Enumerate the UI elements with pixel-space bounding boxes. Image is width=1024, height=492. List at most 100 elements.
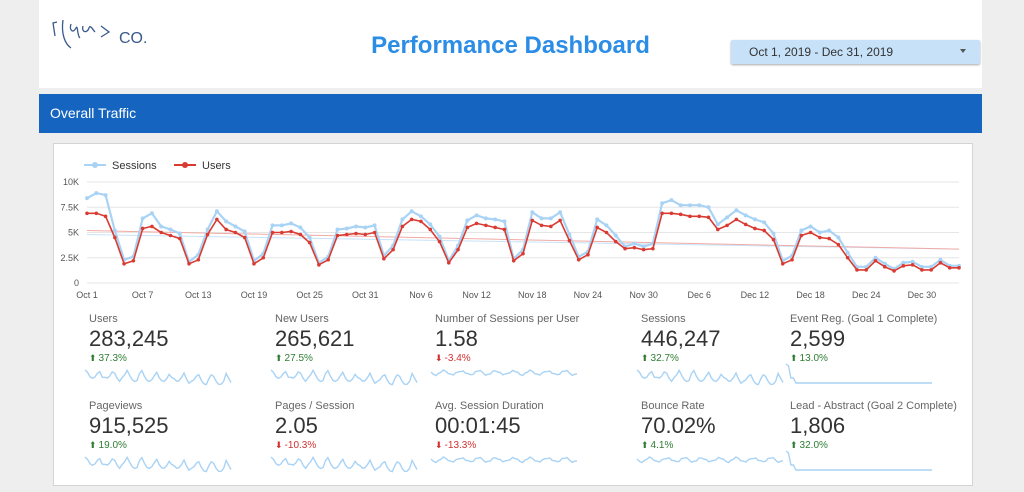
sparkline-path xyxy=(270,368,418,386)
kpi-lead-abstract-goal-2-complete: Lead - Abstract (Goal 2 Complete) 1,806 ⬆ 3… xyxy=(790,400,957,451)
data-point xyxy=(595,225,600,230)
kpi-bounce-rate: Bounce Rate 70.02% ⬆ 4.1% xyxy=(641,400,716,451)
sparkline-path xyxy=(785,450,932,471)
kpi-delta: ⬆ 32.0% xyxy=(790,440,957,451)
data-point xyxy=(771,237,776,242)
kpi-delta-value: 27.5% xyxy=(284,353,313,364)
data-point xyxy=(252,262,256,266)
data-point xyxy=(586,252,590,257)
kpi-event-reg-goal-1-complete: Event Reg. (Goal 1 Complete) 2,599 ⬆ 13.0% xyxy=(790,313,937,364)
data-point xyxy=(159,230,164,235)
data-point xyxy=(715,222,720,227)
data-point xyxy=(474,213,479,218)
arrow-down-icon: ⬇ xyxy=(435,440,443,450)
data-point xyxy=(270,223,275,228)
logo-text: CO. xyxy=(119,30,148,47)
trendline xyxy=(86,234,960,250)
data-point xyxy=(706,215,711,220)
kpi-label: Users xyxy=(89,313,118,325)
data-point xyxy=(799,233,804,238)
data-point xyxy=(641,244,646,249)
traffic-line-chart[interactable]: 10K 7.5K 5K 2.5K 0 Oct 1 Oct 7 Oct 13 Oct 19 Oct … xyxy=(54,144,972,304)
legend-label: Users xyxy=(202,160,231,172)
header: CO. Performance Dashboard Oct 1, 2019 - … xyxy=(39,0,982,88)
caret-down-icon xyxy=(960,49,966,53)
traffic-card: 10K 7.5K 5K 2.5K 0 Oct 1 Oct 7 Oct 13 Oct 19 Oct … xyxy=(53,143,973,486)
data-point xyxy=(576,257,581,262)
data-point xyxy=(409,217,414,222)
data-point xyxy=(864,268,869,272)
data-point xyxy=(382,256,386,261)
data-point xyxy=(938,261,943,265)
data-point xyxy=(307,235,312,240)
kpi-sparkline xyxy=(270,368,418,386)
data-point xyxy=(604,230,609,235)
data-point xyxy=(845,250,850,255)
x-tick-label: Dec 12 xyxy=(741,290,770,300)
data-point xyxy=(344,226,349,231)
kpi-label: Pageviews xyxy=(89,400,143,412)
data-point xyxy=(882,265,887,269)
data-point xyxy=(938,257,943,262)
data-point xyxy=(920,268,924,272)
data-point xyxy=(595,217,600,222)
data-point xyxy=(465,218,470,223)
kpi-sparkline xyxy=(84,368,232,386)
arrow-up-icon: ⬆ xyxy=(275,353,283,363)
arrow-up-icon: ⬆ xyxy=(790,440,798,450)
data-point xyxy=(85,211,89,216)
data-point xyxy=(743,222,748,227)
data-point xyxy=(428,227,433,232)
data-point xyxy=(873,258,878,263)
kpi-delta-value: 32.7% xyxy=(650,353,679,364)
kpi-value: 1.58 xyxy=(435,326,478,351)
data-point xyxy=(103,214,108,219)
kpi-value: 915,525 xyxy=(89,413,169,438)
data-point xyxy=(335,233,340,238)
data-point xyxy=(687,203,692,208)
data-point xyxy=(187,262,191,266)
data-point xyxy=(623,246,627,251)
data-point xyxy=(456,247,460,252)
sparkline-path xyxy=(84,368,232,386)
data-point xyxy=(168,233,173,238)
data-point xyxy=(159,224,164,229)
kpi-value: 283,245 xyxy=(89,326,169,351)
legend-label: Sessions xyxy=(112,160,157,172)
data-point xyxy=(113,235,117,240)
x-tick-label: Oct 13 xyxy=(185,290,212,300)
data-point xyxy=(196,257,201,262)
data-point xyxy=(613,239,618,244)
data-point xyxy=(428,222,433,227)
data-point xyxy=(474,221,479,226)
data-point xyxy=(214,209,219,214)
kpi-delta: ⬆ 37.3% xyxy=(89,353,169,364)
kpi-number-of-sessions-per-user: Number of Sessions per User 1.58 ⬇ -3.4% xyxy=(435,313,579,364)
data-point xyxy=(261,255,266,260)
kpi-delta: ⬇ -3.4% xyxy=(435,353,579,364)
kpi-delta-value: -13.3% xyxy=(444,440,477,451)
kpi-delta: ⬆ 19.0% xyxy=(89,440,169,451)
data-point xyxy=(400,224,405,229)
data-point xyxy=(242,229,247,234)
x-tick-label: Oct 1 xyxy=(76,290,98,300)
data-point xyxy=(224,219,229,224)
data-point xyxy=(651,246,655,251)
data-point xyxy=(205,227,210,232)
sparkline-path xyxy=(430,369,578,377)
arrow-up-icon: ⬆ xyxy=(790,353,798,363)
data-point xyxy=(149,211,154,216)
x-tick-label: Oct 19 xyxy=(241,290,268,300)
kpi-pageviews: Pageviews 915,525 ⬆ 19.0% xyxy=(89,400,169,451)
data-point xyxy=(270,230,275,235)
kpi-value: 00:01:45 xyxy=(435,413,521,438)
logo-signature-icon xyxy=(52,19,111,49)
data-point xyxy=(613,233,618,238)
data-point xyxy=(836,235,841,240)
data-point xyxy=(799,228,804,233)
legend-marker xyxy=(92,162,98,168)
kpi-users: Users 283,245 ⬆ 37.3% xyxy=(89,313,169,364)
date-range-picker[interactable]: Oct 1, 2019 - Dec 31, 2019 xyxy=(731,40,980,64)
data-point xyxy=(882,261,887,266)
